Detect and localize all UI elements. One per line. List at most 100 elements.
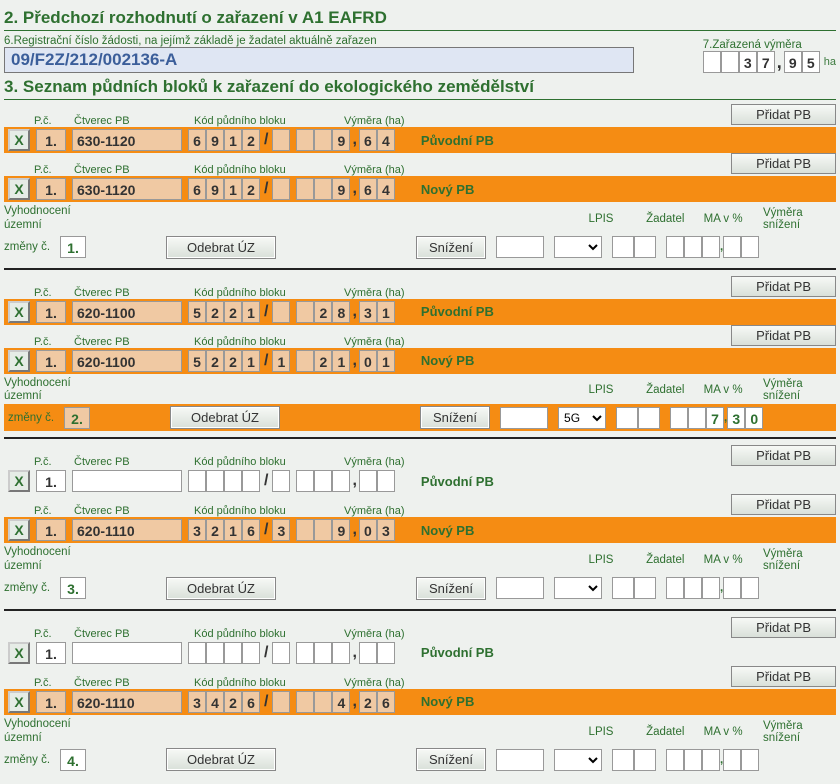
- digit-cell[interactable]: 9: [332, 178, 350, 200]
- digit-cell[interactable]: 2: [224, 301, 242, 323]
- digit-cell[interactable]: 2: [359, 691, 377, 713]
- snizeni-button[interactable]: Snížení: [416, 748, 486, 771]
- digit-cell[interactable]: 0: [359, 519, 377, 541]
- digit-cell[interactable]: [272, 301, 290, 323]
- digit-cell[interactable]: 2: [242, 129, 260, 151]
- digit-cell[interactable]: [332, 470, 350, 492]
- sn-cell[interactable]: [670, 407, 688, 429]
- digit-cell[interactable]: 6: [188, 178, 206, 200]
- ma-cell[interactable]: [634, 577, 656, 599]
- ctverec-cell[interactable]: 620-1100: [72, 350, 182, 372]
- digit-cell[interactable]: 3: [377, 519, 395, 541]
- zadatel-select[interactable]: 5G: [558, 407, 606, 429]
- digit-cell[interactable]: 1: [377, 350, 395, 372]
- ctverec-cell[interactable]: [72, 470, 182, 492]
- digit-cell[interactable]: [296, 642, 314, 664]
- snizeni-button[interactable]: Snížení: [416, 577, 486, 600]
- digit-cell[interactable]: [296, 691, 314, 713]
- delete-row-button[interactable]: X: [8, 178, 30, 200]
- sn-cell[interactable]: 3: [727, 407, 745, 429]
- sn-cell[interactable]: [684, 577, 702, 599]
- lpis-input[interactable]: [500, 407, 548, 429]
- uz-number[interactable]: 4.: [60, 749, 86, 771]
- add-pb-button[interactable]: Přidat PB: [731, 325, 836, 346]
- digit-cell[interactable]: [272, 178, 290, 200]
- ctverec-cell[interactable]: 630-1120: [72, 129, 182, 151]
- digit-cell[interactable]: [272, 691, 290, 713]
- digit-cell[interactable]: [332, 642, 350, 664]
- digit-cell[interactable]: 2: [206, 519, 224, 541]
- pc-cell[interactable]: 1.: [36, 470, 66, 492]
- digit-cell[interactable]: 0: [359, 350, 377, 372]
- lpis-input[interactable]: [496, 236, 544, 258]
- add-pb-button[interactable]: Přidat PB: [731, 276, 836, 297]
- digit-cell[interactable]: 1: [272, 350, 290, 372]
- pc-cell[interactable]: 1.: [36, 519, 66, 541]
- ctverec-cell[interactable]: 620-1110: [72, 519, 182, 541]
- sn-cell[interactable]: [666, 577, 684, 599]
- digit-cell[interactable]: 2: [206, 301, 224, 323]
- digit-cell[interactable]: [296, 470, 314, 492]
- digit-cell[interactable]: 6: [377, 691, 395, 713]
- pc-cell[interactable]: 1.: [36, 691, 66, 713]
- digit-cell[interactable]: [314, 642, 332, 664]
- digit-cell[interactable]: 6: [242, 519, 260, 541]
- digit-cell[interactable]: [314, 691, 332, 713]
- ma-cell[interactable]: [612, 577, 634, 599]
- digit-cell[interactable]: [272, 642, 290, 664]
- digit-cell[interactable]: 8: [332, 301, 350, 323]
- digit-cell[interactable]: 4: [206, 691, 224, 713]
- digit-cell[interactable]: 2: [224, 691, 242, 713]
- digit-cell[interactable]: [242, 470, 260, 492]
- add-pb-button[interactable]: Přidat PB: [731, 445, 836, 466]
- digit-cell[interactable]: [296, 301, 314, 323]
- digit-cell[interactable]: 7: [757, 51, 775, 73]
- reg-value[interactable]: 09/F2Z/212/002136-A: [4, 47, 634, 73]
- digit-cell[interactable]: [359, 642, 377, 664]
- add-pb-button[interactable]: Přidat PB: [731, 104, 836, 125]
- sn-cell[interactable]: [684, 749, 702, 771]
- digit-cell[interactable]: 1: [242, 350, 260, 372]
- ma-cell[interactable]: [638, 407, 660, 429]
- pc-cell[interactable]: 1.: [36, 301, 66, 323]
- digit-cell[interactable]: [703, 51, 721, 73]
- pc-cell[interactable]: 1.: [36, 642, 66, 664]
- sn-cell[interactable]: [741, 236, 759, 258]
- snizeni-button[interactable]: Snížení: [420, 406, 490, 429]
- digit-cell[interactable]: 4: [332, 691, 350, 713]
- digit-cell[interactable]: [377, 642, 395, 664]
- sn-cell[interactable]: 7: [706, 407, 724, 429]
- digit-cell[interactable]: 9: [332, 519, 350, 541]
- delete-row-button[interactable]: X: [8, 642, 30, 664]
- digit-cell[interactable]: 1: [224, 129, 242, 151]
- ctverec-cell[interactable]: [72, 642, 182, 664]
- digit-cell[interactable]: 1: [224, 519, 242, 541]
- digit-cell[interactable]: 5: [188, 350, 206, 372]
- digit-cell[interactable]: [314, 470, 332, 492]
- add-pb-button[interactable]: Přidat PB: [731, 494, 836, 515]
- pc-cell[interactable]: 1.: [36, 350, 66, 372]
- digit-cell[interactable]: [188, 470, 206, 492]
- digit-cell[interactable]: 2: [314, 301, 332, 323]
- add-pb-button[interactable]: Přidat PB: [731, 153, 836, 174]
- digit-cell[interactable]: [242, 642, 260, 664]
- sn-cell[interactable]: [702, 749, 720, 771]
- odebrat-uz-button[interactable]: Odebrat ÚZ: [166, 577, 276, 600]
- uz-number[interactable]: 3.: [60, 577, 86, 599]
- uz-number[interactable]: 1.: [60, 236, 86, 258]
- digit-cell[interactable]: 4: [377, 129, 395, 151]
- digit-cell[interactable]: 9: [332, 129, 350, 151]
- digit-cell[interactable]: 6: [359, 129, 377, 151]
- digit-cell[interactable]: 1: [224, 178, 242, 200]
- digit-cell[interactable]: [296, 350, 314, 372]
- sn-cell[interactable]: [702, 236, 720, 258]
- digit-cell[interactable]: [296, 178, 314, 200]
- digit-cell[interactable]: 3: [739, 51, 757, 73]
- digit-cell[interactable]: [377, 470, 395, 492]
- sn-cell[interactable]: [684, 236, 702, 258]
- uz-number[interactable]: 2.: [64, 407, 90, 429]
- pc-cell[interactable]: 1.: [36, 129, 66, 151]
- ctverec-cell[interactable]: 620-1110: [72, 691, 182, 713]
- ma-cell[interactable]: [634, 749, 656, 771]
- zadatel-select[interactable]: [554, 577, 602, 599]
